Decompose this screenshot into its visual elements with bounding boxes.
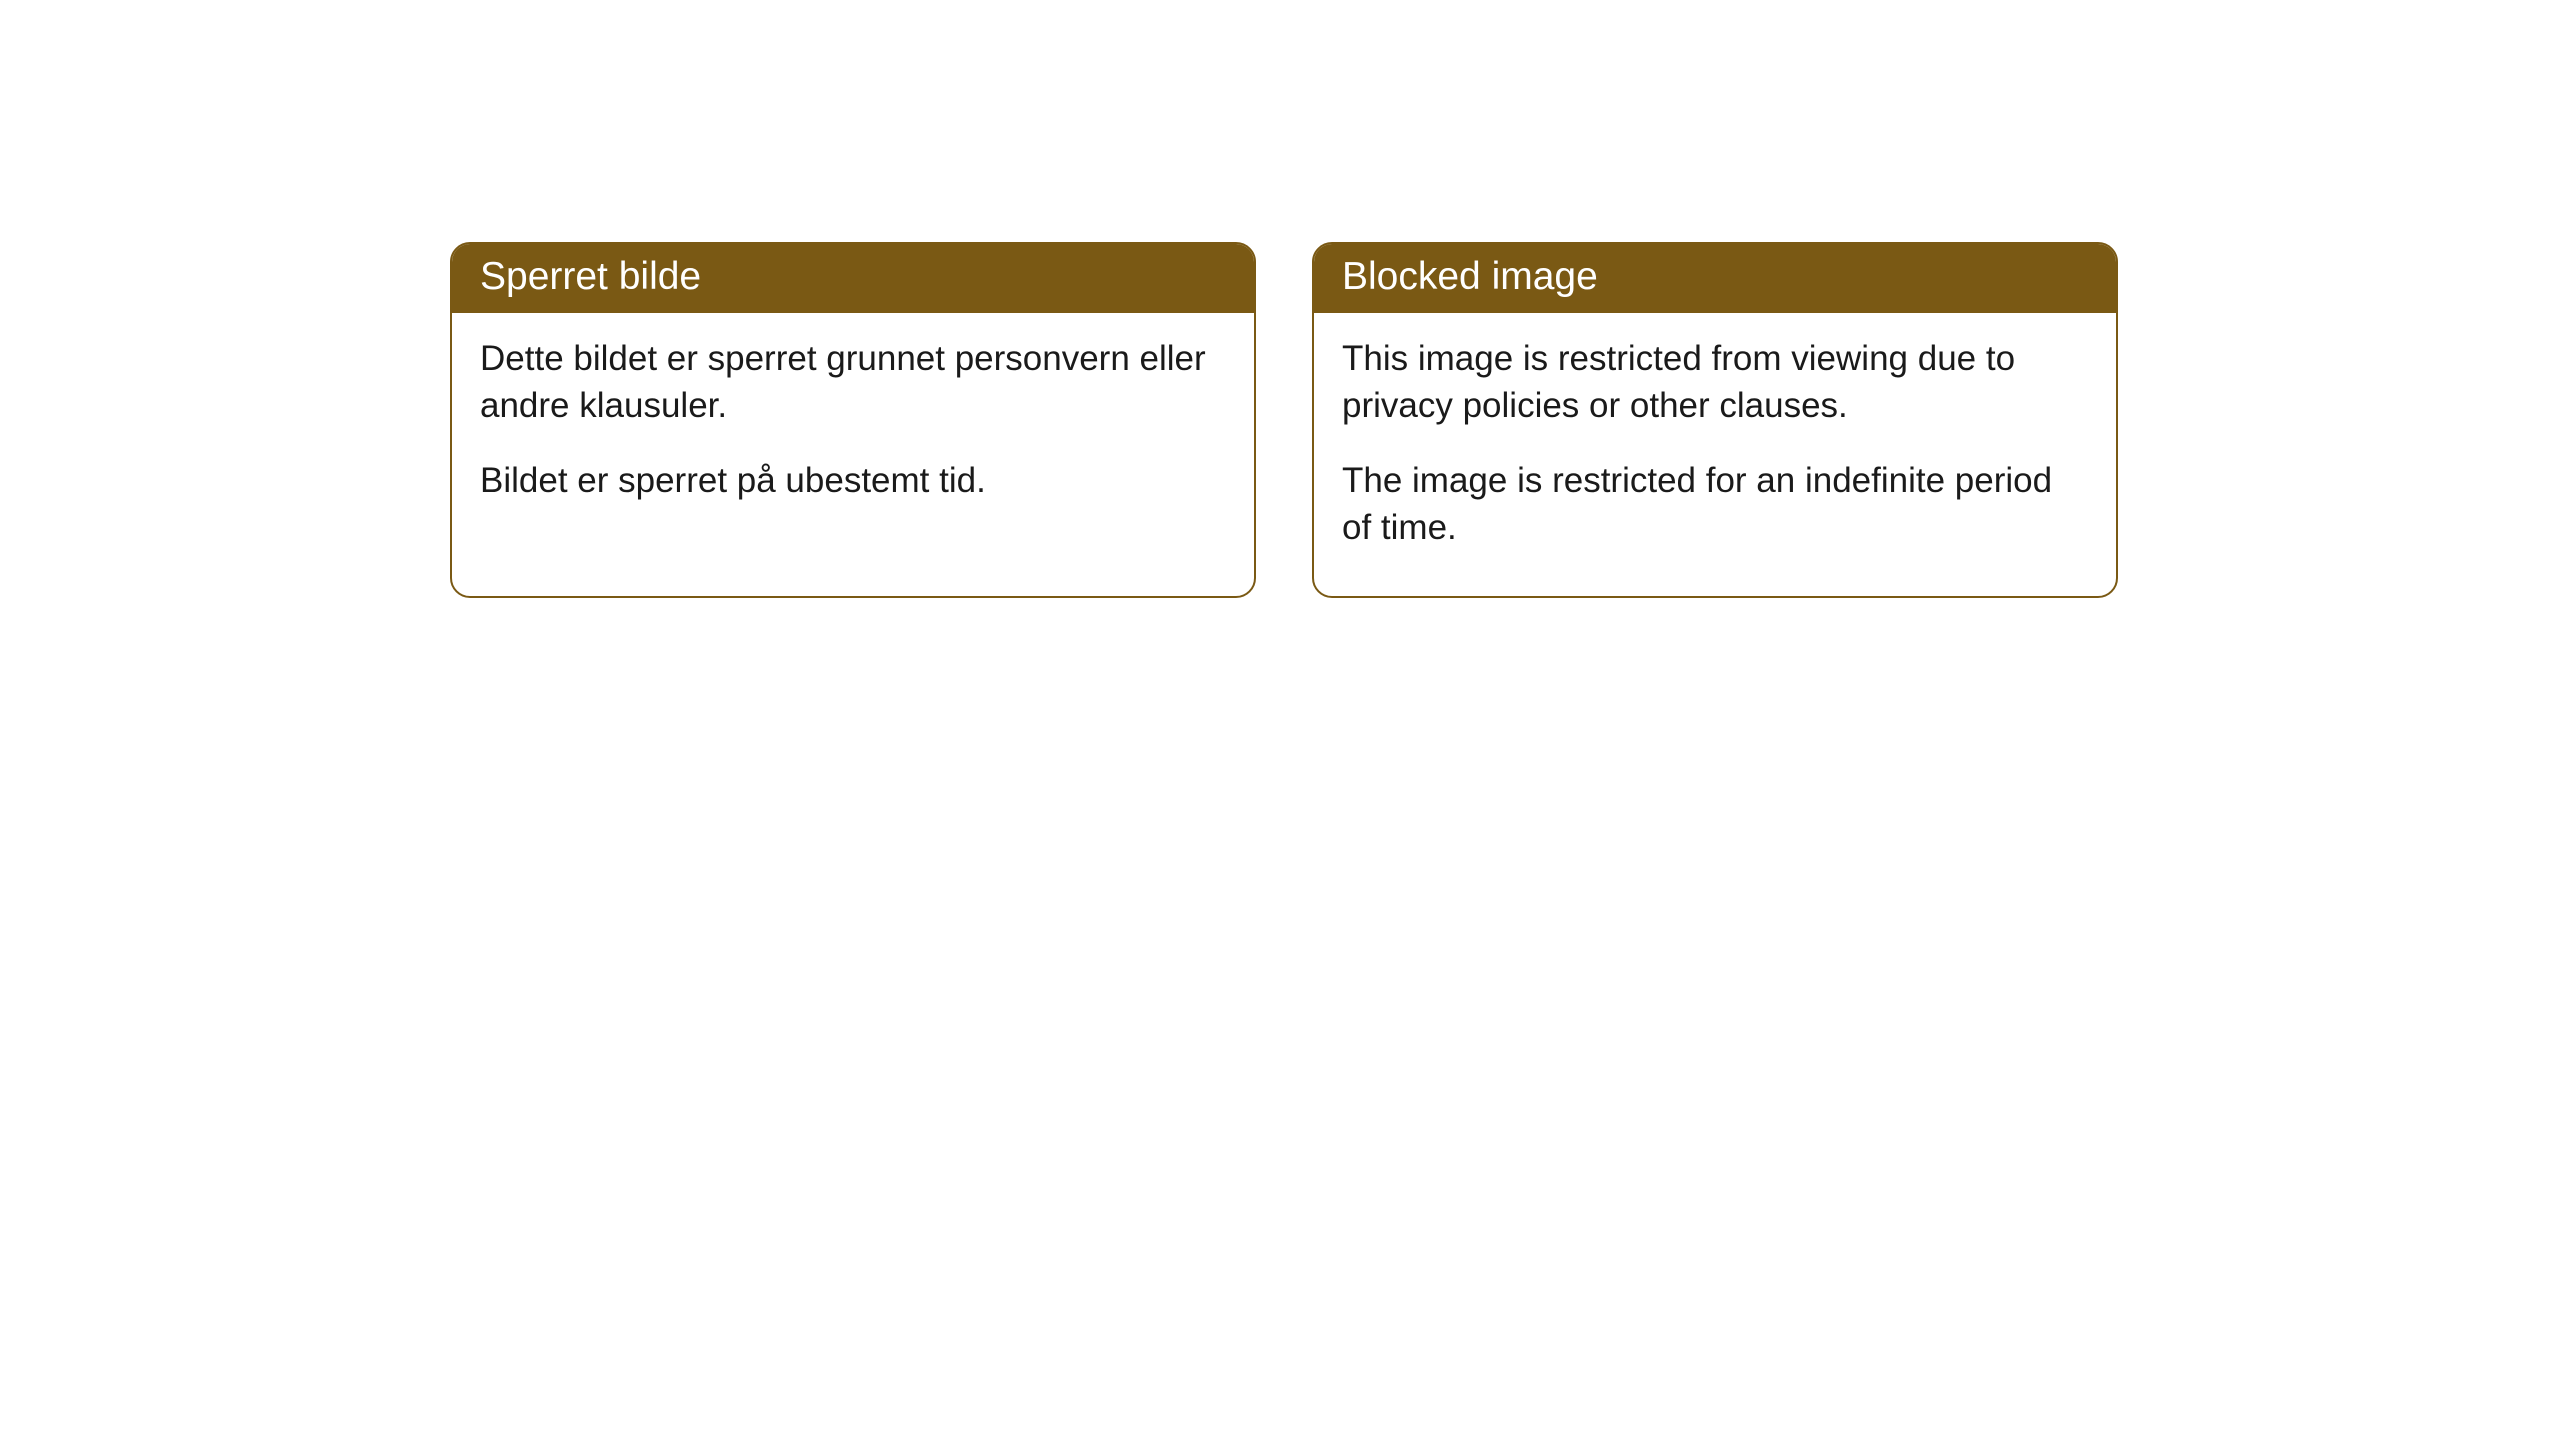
card-body-english: This image is restricted from viewing du… xyxy=(1314,313,2116,596)
notice-card-english: Blocked image This image is restricted f… xyxy=(1312,242,2118,598)
card-body-norwegian: Dette bildet er sperret grunnet personve… xyxy=(452,313,1254,549)
card-paragraph-1: Dette bildet er sperret grunnet personve… xyxy=(480,335,1226,430)
card-header-norwegian: Sperret bilde xyxy=(452,244,1254,313)
card-paragraph-1: This image is restricted from viewing du… xyxy=(1342,335,2088,430)
card-header-english: Blocked image xyxy=(1314,244,2116,313)
notice-cards-container: Sperret bilde Dette bildet er sperret gr… xyxy=(450,242,2118,598)
notice-card-norwegian: Sperret bilde Dette bildet er sperret gr… xyxy=(450,242,1256,598)
card-paragraph-2: The image is restricted for an indefinit… xyxy=(1342,457,2088,552)
card-paragraph-2: Bildet er sperret på ubestemt tid. xyxy=(480,457,1226,504)
